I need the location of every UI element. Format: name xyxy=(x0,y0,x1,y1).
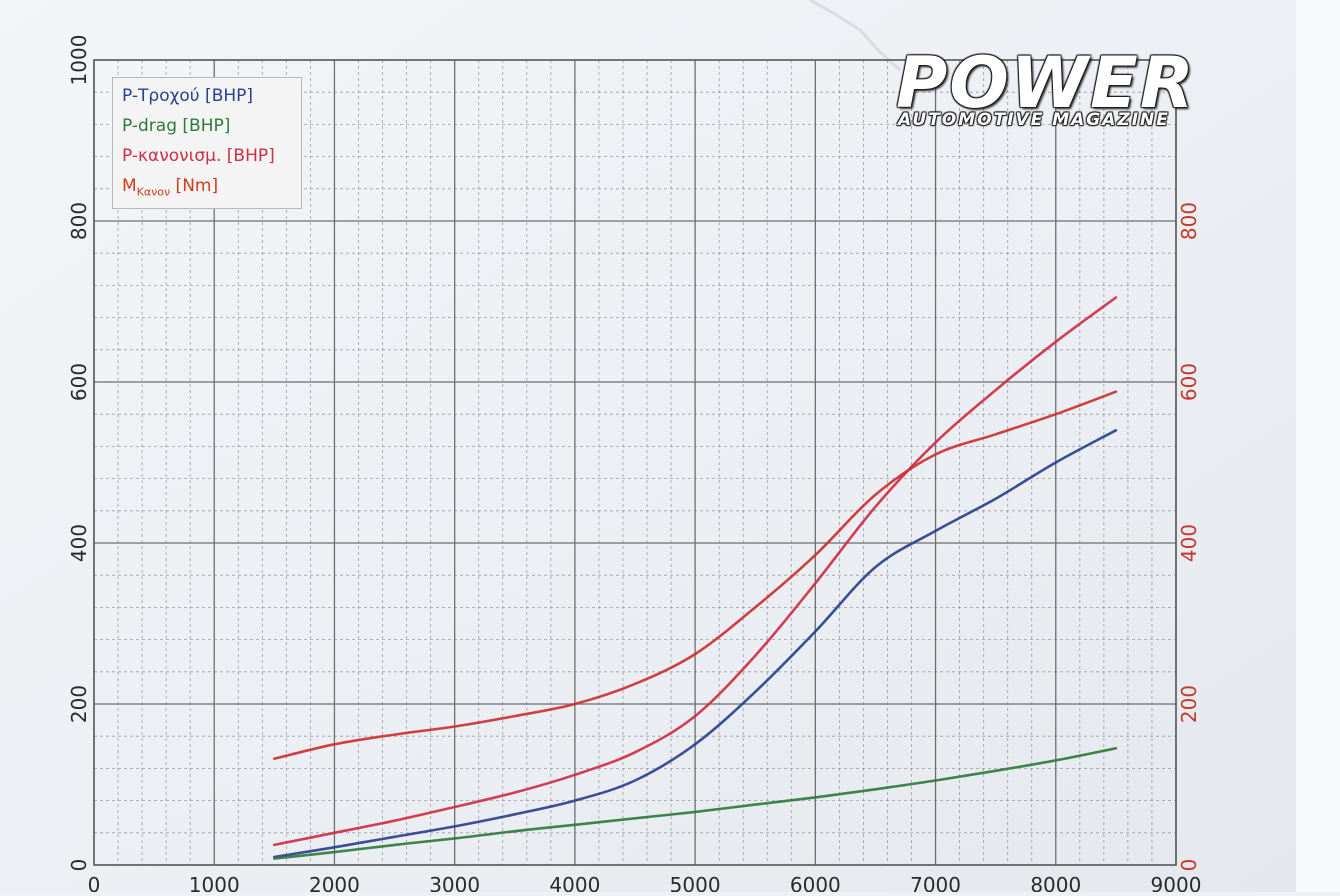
plot-frame xyxy=(93,59,1177,866)
y-tick-label: 1000 xyxy=(67,35,91,86)
paper-right-edge xyxy=(1296,0,1340,892)
x-tick-label: 8000 xyxy=(1030,873,1081,892)
legend-label: P-κανονισμ. xyxy=(122,146,222,166)
legend-item-p-wheel: P-Τροχού [BHP] xyxy=(122,86,253,109)
legend-label: M xyxy=(122,176,137,196)
y2-tick-label: 0 xyxy=(1177,859,1201,872)
legend-label-sub: Κανον xyxy=(136,185,171,199)
magazine-logo: POWER AUTOMOTIVE MAGAZINE xyxy=(896,42,1296,136)
legend-unit: [BHP] xyxy=(199,86,254,106)
legend-item-torque: MΚανον [Nm] xyxy=(122,176,218,198)
legend-label: P-Τροχού xyxy=(122,86,200,106)
series-layer xyxy=(273,296,1118,860)
y2-tick-label: 400 xyxy=(1177,524,1201,562)
x-tick-label: 2000 xyxy=(309,873,360,892)
legend-unit: [Nm] xyxy=(170,176,219,196)
logo-subtitle: AUTOMOTIVE MAGAZINE xyxy=(898,110,1170,130)
y2-tick-label: 200 xyxy=(1177,685,1201,723)
legend-item-p-normalized: P-κανονισμ. [BHP] xyxy=(122,146,275,169)
paper-tear xyxy=(809,0,902,72)
y-tick-labels: 0 200 400 600 800 1000 xyxy=(67,35,91,872)
legend-label: P-drag xyxy=(122,116,178,136)
y-tick-label: 400 xyxy=(67,524,91,562)
y-tick-label: 800 xyxy=(67,202,91,240)
legend-item-p-drag: P-drag [BHP] xyxy=(122,116,230,139)
series-line-p-wheel xyxy=(273,429,1118,859)
y-tick-label: 0 xyxy=(67,859,91,872)
x-tick-label: 6000 xyxy=(790,873,841,892)
x-tick-label: 4000 xyxy=(549,873,600,892)
y2-tick-label: 600 xyxy=(1177,363,1201,401)
x-tick-label: 0 xyxy=(88,873,101,892)
x-tick-label: 7000 xyxy=(910,873,961,892)
x-tick-label: 9000 xyxy=(1151,873,1202,892)
legend-unit: [BHP] xyxy=(221,146,275,166)
x-tick-label: 3000 xyxy=(429,873,480,892)
x-tick-label: 1000 xyxy=(189,873,240,892)
legend: P-Τροχού [BHP] P-drag [BHP] P-κανονισμ. … xyxy=(112,77,302,209)
x-tick-label: 5000 xyxy=(670,873,721,892)
y2-tick-label: 800 xyxy=(1177,202,1201,240)
series-line-p-normalized xyxy=(273,296,1118,847)
y-tick-label: 600 xyxy=(67,363,91,401)
series-line-p-drag xyxy=(273,747,1118,860)
legend-unit: [BHP] xyxy=(177,116,231,136)
y-tick-label: 200 xyxy=(67,685,91,723)
x-tick-labels: 0 1000 2000 3000 4000 5000 6000 7000 8000 9000 xyxy=(88,873,1202,896)
y2-tick-labels: 0 200 400 600 800 xyxy=(1177,202,1201,871)
series-line-torque xyxy=(273,390,1118,760)
grid-major xyxy=(93,59,1177,866)
logo-title: POWER xyxy=(896,42,1196,124)
